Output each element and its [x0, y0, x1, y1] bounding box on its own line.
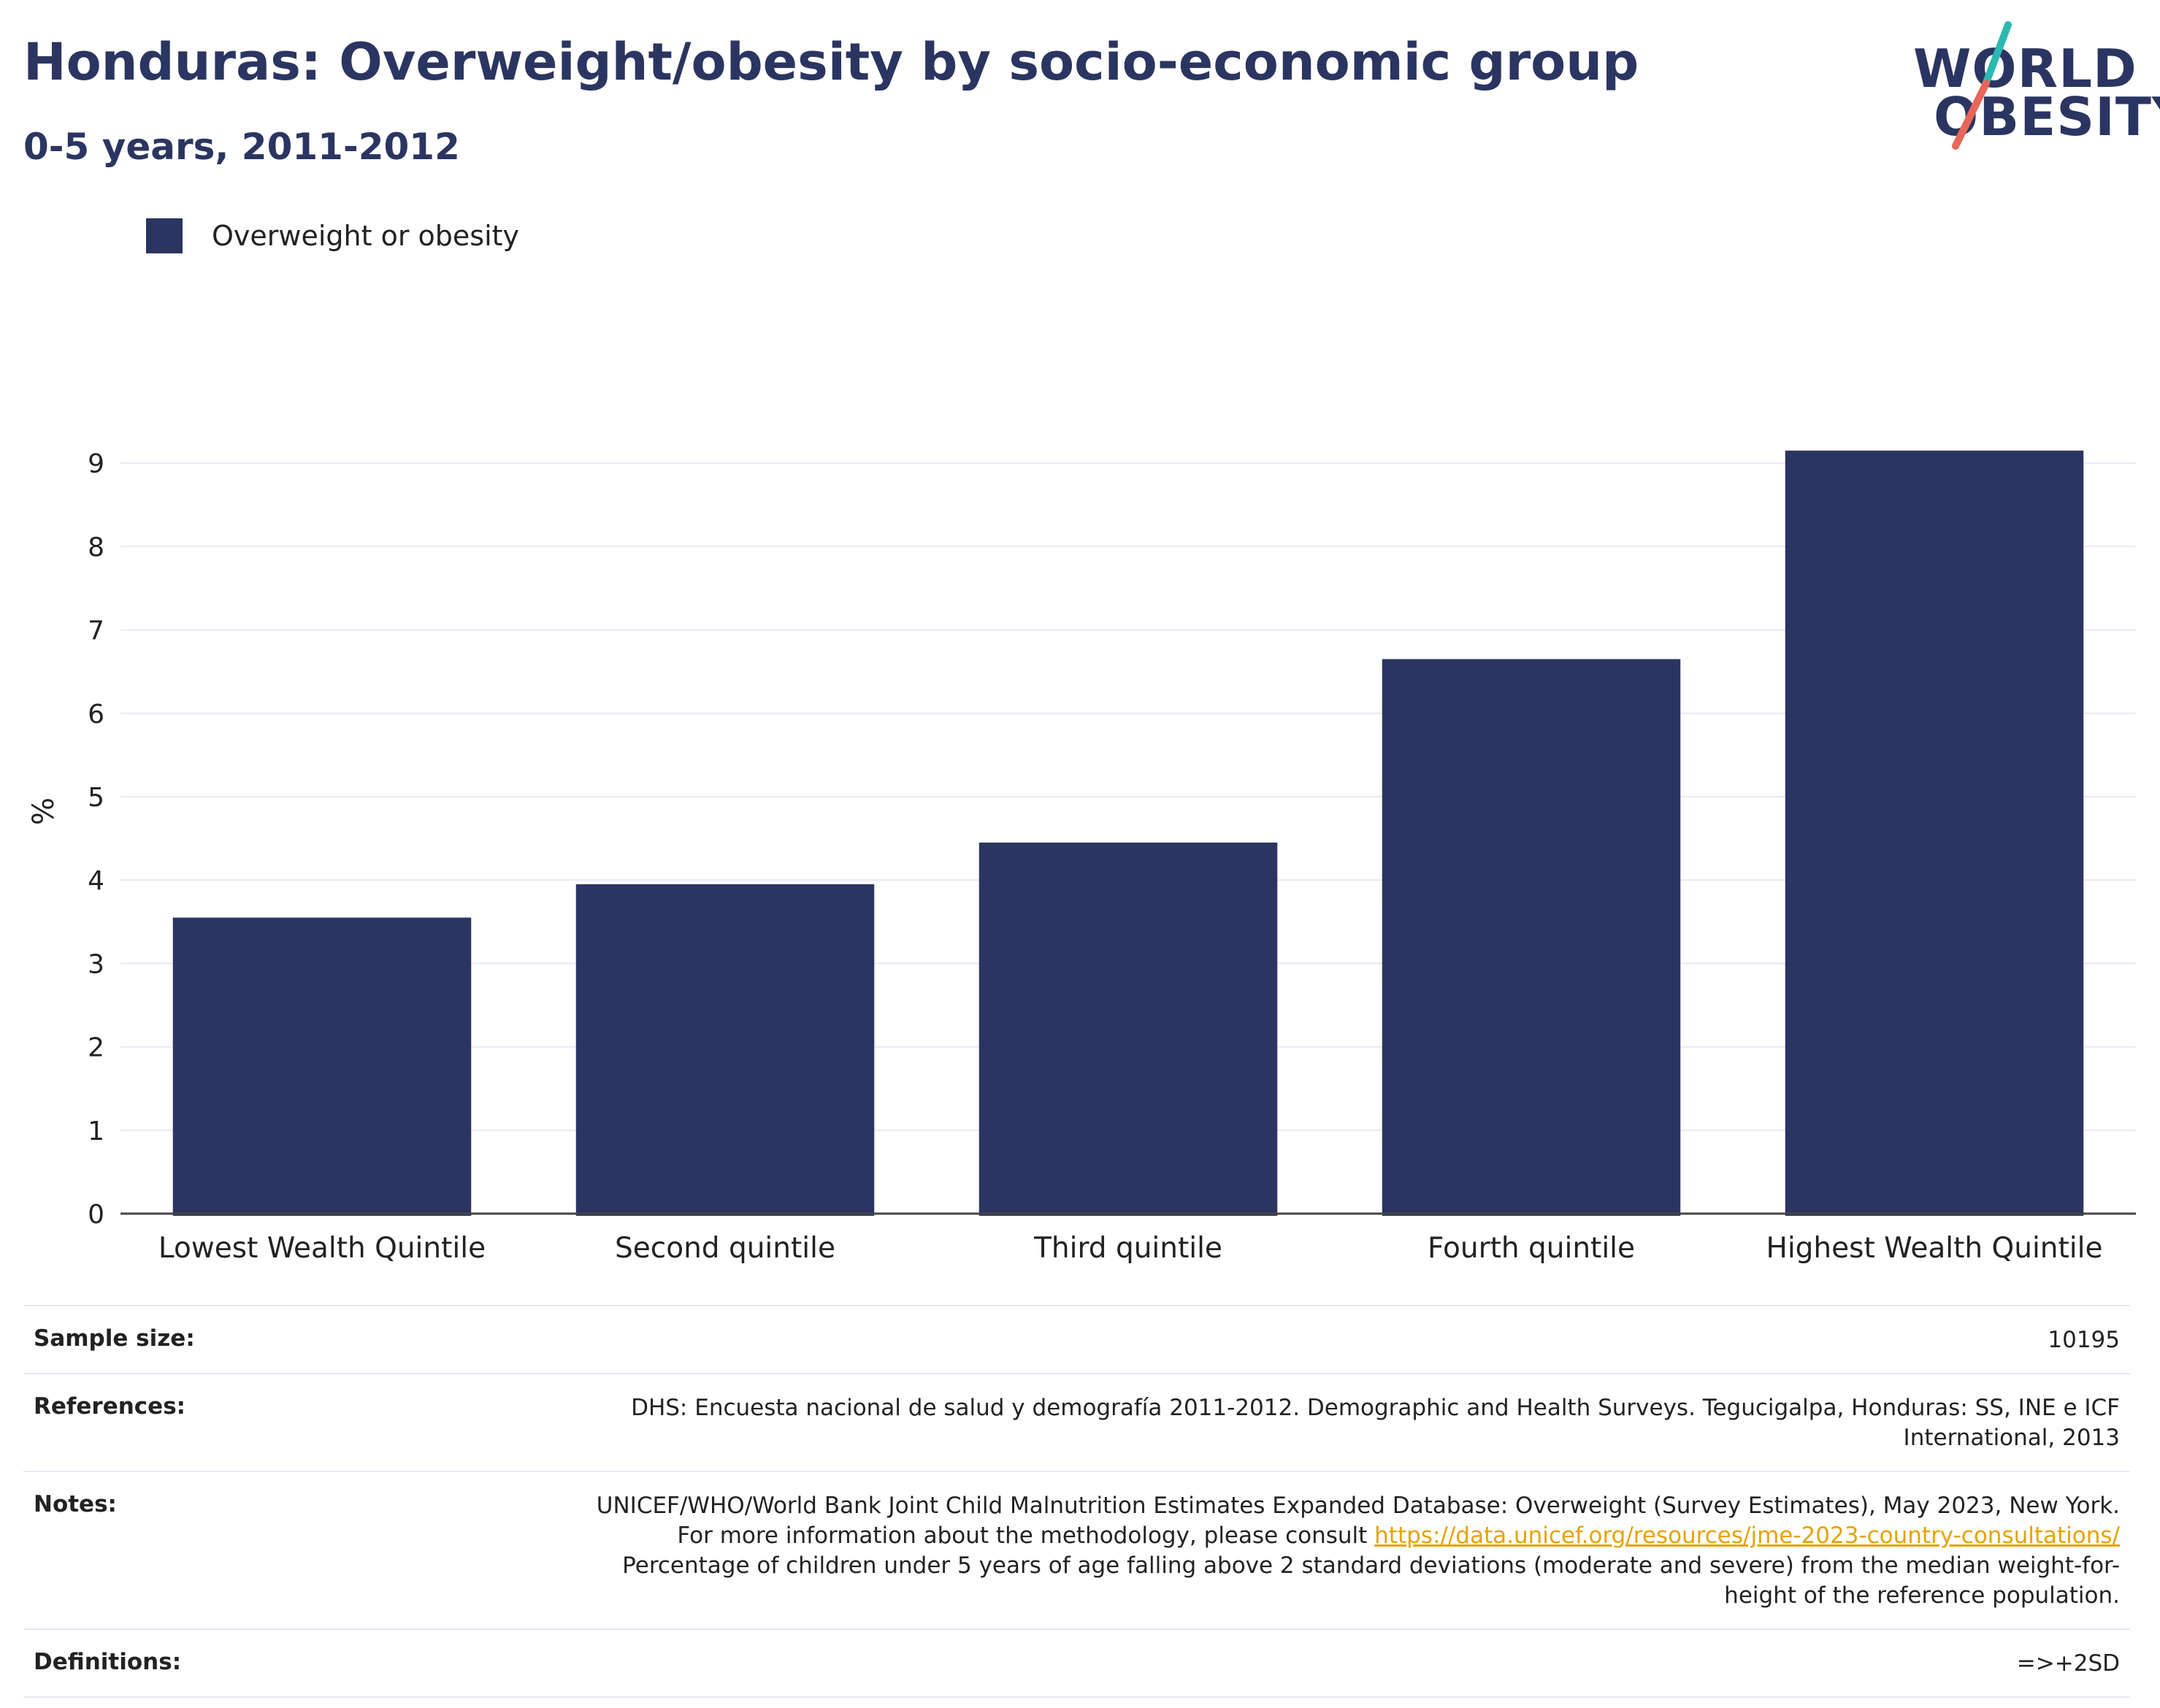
notes-label: Notes: — [34, 1491, 117, 1517]
y-axis-label: % — [27, 797, 61, 825]
y-tick-label: 4 — [88, 866, 104, 896]
definitions-row: Definitions: =>+2SD — [23, 1628, 2130, 1698]
notes-row: Notes: UNICEF/WHO/World Bank Joint Child… — [23, 1471, 2130, 1628]
y-tick-label: 5 — [88, 783, 104, 813]
chart-legend[interactable]: Overweight or obesity — [146, 218, 519, 254]
sample-size-value: 10195 — [2048, 1327, 2120, 1353]
x-tick-label: Lowest Wealth Quintile — [158, 1232, 486, 1265]
y-tick-label: 7 — [88, 616, 104, 646]
definitions-label: Definitions: — [34, 1649, 182, 1675]
sample-size-label: Sample size: — [34, 1325, 195, 1352]
page-title: Honduras: Overweight/obesity by socio-ec… — [23, 32, 1639, 92]
bar — [1785, 451, 2084, 1216]
logo-slash-icon — [1952, 21, 2012, 150]
notes-text-2: Percentage of children under 5 years of … — [622, 1552, 2120, 1609]
world-obesity-logo: WORLD OBESITY — [1899, 15, 2160, 161]
bar — [978, 842, 1278, 1216]
y-tick-label: 0 — [88, 1200, 104, 1230]
notes-link[interactable]: https://data.unicef.org/resources/jme-20… — [1374, 1523, 2120, 1549]
x-tick-label: Fourth quintile — [1428, 1232, 1635, 1265]
bar — [575, 884, 875, 1216]
notes-value: UNICEF/WHO/World Bank Joint Child Malnut… — [557, 1491, 2120, 1611]
x-tick-label: Third quintile — [1033, 1232, 1222, 1265]
definitions-value: =>+2SD — [2016, 1650, 2120, 1677]
y-tick-label: 1 — [88, 1117, 104, 1146]
sample-size-row: Sample size: 10195 — [23, 1305, 2130, 1373]
bar — [172, 917, 472, 1216]
notes-text-1: UNICEF/WHO/World Bank Joint Child Malnut… — [596, 1493, 2120, 1549]
bar — [1382, 659, 1681, 1216]
references-label: References: — [34, 1393, 186, 1420]
y-tick-label: 2 — [88, 1033, 104, 1063]
page-subtitle: 0-5 years, 2011-2012 — [23, 126, 460, 168]
y-tick-label: 3 — [88, 949, 104, 979]
y-tick-label: 6 — [88, 700, 104, 729]
bar-chart: 0 1 2 3 4 5 6 7 8 9% Lowest Wealth Quintile Second … — [27, 449, 2136, 1265]
references-row: References: DHS: Encuesta nacional de sa… — [23, 1373, 2130, 1471]
x-tick-label: Second quintile — [615, 1232, 835, 1265]
y-tick-label: 8 — [88, 532, 104, 562]
legend-label: Overweight or obesity — [212, 220, 520, 252]
x-tick-label: Highest Wealth Quintile — [1766, 1232, 2103, 1265]
metadata-table: Sample size: 10195 References: DHS: Encu… — [23, 1305, 2130, 1698]
legend-swatch — [146, 218, 183, 253]
y-tick-label: 9 — [88, 449, 104, 479]
logo-word-world: WORLD — [1913, 38, 2137, 99]
references-value: DHS: Encuesta nacional de salud y demogr… — [631, 1395, 2120, 1451]
